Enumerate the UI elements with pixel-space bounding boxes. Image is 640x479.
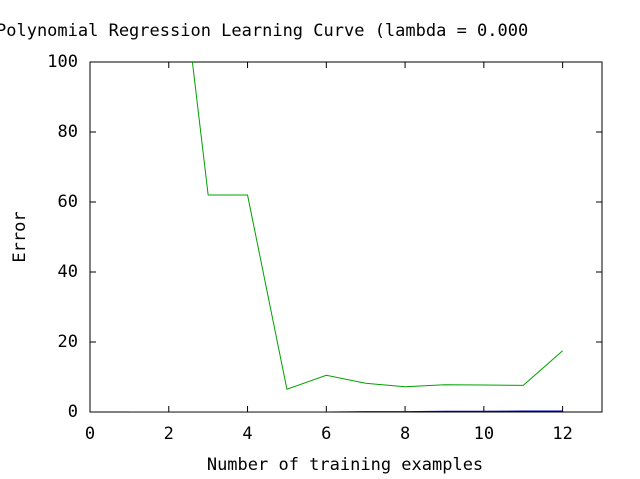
x-tick-label: 4	[242, 424, 252, 444]
y-tick-label: 20	[58, 332, 78, 352]
series-line	[191, 62, 563, 390]
x-tick-label: 6	[321, 424, 331, 444]
y-tick-label: 40	[58, 262, 78, 282]
y-axis-label: Error	[10, 211, 30, 262]
x-tick-label: 10	[474, 424, 494, 444]
x-tick-label: 0	[85, 424, 95, 444]
series-line	[129, 410, 563, 412]
x-tick-label: 8	[400, 424, 410, 444]
x-axis-label: Number of training examples	[207, 455, 483, 475]
x-tick-label: 12	[552, 424, 572, 444]
y-tick-label: 100	[47, 52, 78, 72]
y-tick-label: 60	[58, 192, 78, 212]
y-tick-label: 0	[68, 402, 78, 422]
chart-title: Polynomial Regression Learning Curve (la…	[0, 21, 528, 41]
x-tick-label: 2	[164, 424, 174, 444]
y-tick-label: 80	[58, 122, 78, 142]
